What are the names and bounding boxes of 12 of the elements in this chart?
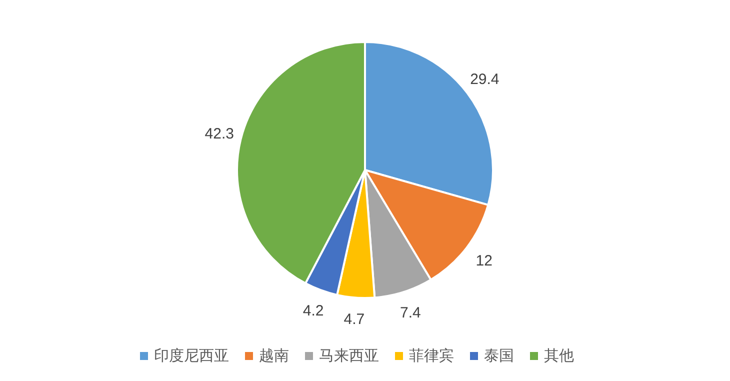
data-label: 4.7 <box>344 311 365 328</box>
legend-label: 印度尼西亚 <box>154 348 229 364</box>
legend-label: 菲律宾 <box>409 348 454 364</box>
data-label: 29.4 <box>470 71 500 88</box>
data-label: 4.2 <box>302 302 324 320</box>
legend-label: 泰国 <box>484 348 514 364</box>
legend-label: 越南 <box>259 348 289 364</box>
data-label: 7.4 <box>400 304 421 322</box>
legend-label: 马来西亚 <box>319 348 379 364</box>
data-label: 12 <box>476 252 492 270</box>
legend-label: 其他 <box>544 348 574 364</box>
data-label: 42.3 <box>204 126 234 143</box>
